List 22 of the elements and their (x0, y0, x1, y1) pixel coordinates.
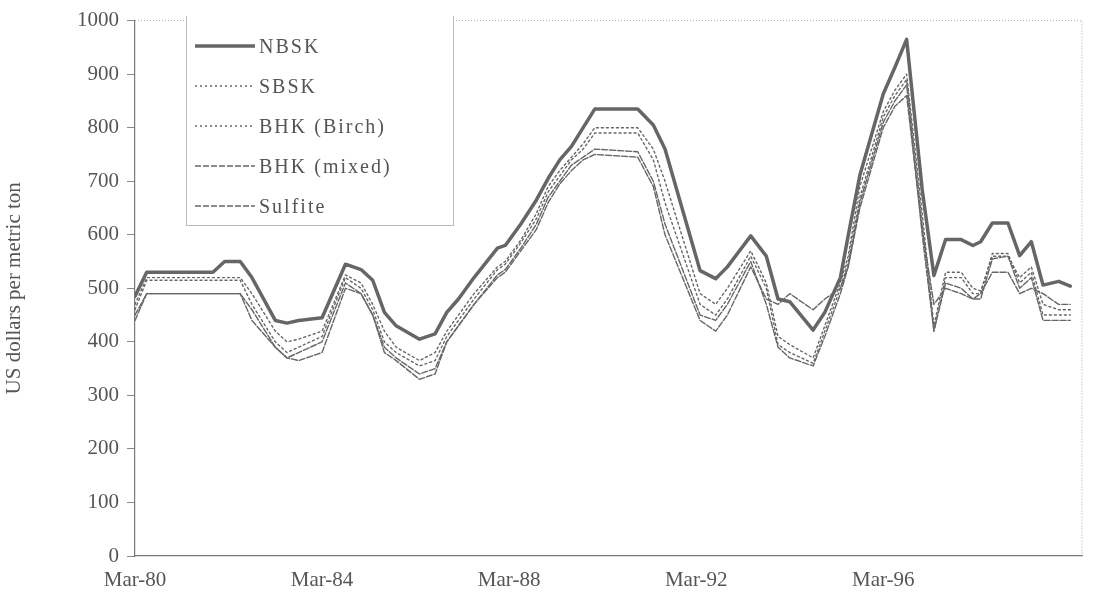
y-tick-label: 0 (108, 542, 119, 567)
y-tick-label: 400 (87, 328, 119, 353)
y-tick-label: 600 (87, 221, 119, 246)
legend-label: Sulfite (259, 194, 327, 218)
legend-label: NBSK (259, 34, 321, 58)
y-tick-label: 800 (87, 114, 119, 139)
y-tick-label: 900 (87, 60, 119, 85)
y-axis-title: US dollars per metric ton (1, 181, 26, 395)
x-tick-label: Mar-92 (664, 567, 728, 592)
legend-label: SBSK (259, 74, 318, 98)
y-tick-label: 300 (87, 381, 119, 406)
x-tick-label: Mar-88 (477, 567, 541, 592)
legend-label: BHK (mixed) (259, 154, 392, 178)
y-tick-label: 500 (87, 274, 119, 299)
x-tick-label: Mar-96 (851, 567, 915, 592)
y-tick-label: 200 (87, 435, 119, 460)
x-tick-label: Mar-80 (103, 567, 167, 592)
y-tick-label: 100 (87, 488, 119, 513)
y-tick-label: 1000 (77, 7, 119, 32)
x-tick-label: Mar-84 (290, 567, 354, 592)
y-tick-label: 700 (87, 167, 119, 192)
legend-label: BHK (Birch) (259, 114, 386, 138)
